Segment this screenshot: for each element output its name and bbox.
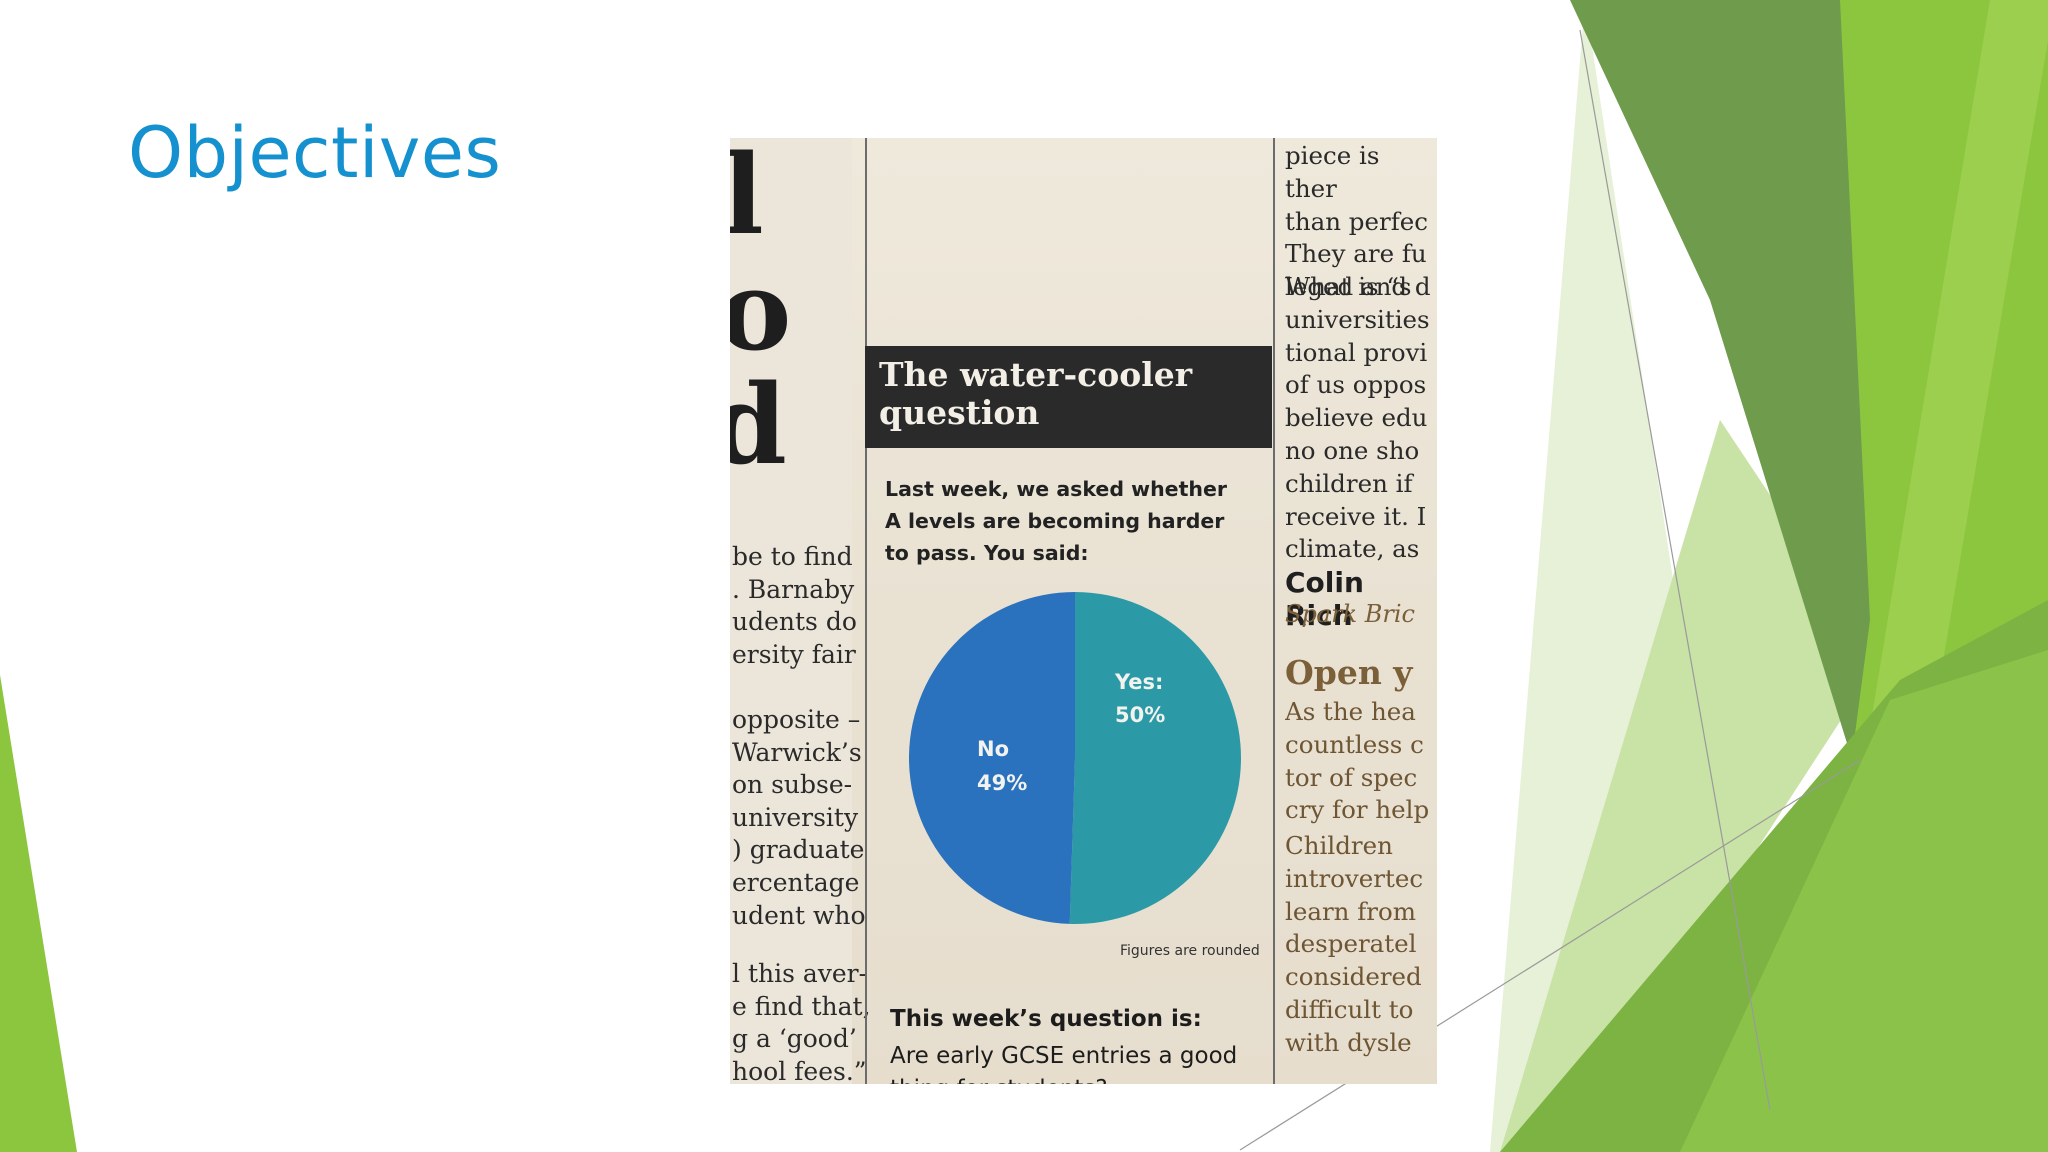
text-line: piece is ther xyxy=(1285,141,1380,203)
text-line: be to find xyxy=(732,542,853,571)
letter-place: Spark Bric xyxy=(1285,600,1415,628)
left-green-wedge xyxy=(0,675,77,1152)
text-line: ersity fair xyxy=(732,639,856,669)
column-rule-right xyxy=(1273,138,1275,1084)
text-line: opposite – xyxy=(732,705,861,734)
intro-line-1: Last week, we asked whether xyxy=(885,477,1227,501)
text-line: ercentage xyxy=(732,867,860,897)
text-line: countless c xyxy=(1285,729,1424,759)
thin-line-1 xyxy=(1579,29,1771,1111)
left-paragraph-1: be to find . Barnaby udents do ersity fa… xyxy=(732,541,857,671)
text-line: tor of spec xyxy=(1285,762,1418,792)
text-line: difficult to xyxy=(1285,994,1414,1024)
water-cooler-banner: The water-cooler question xyxy=(865,346,1272,448)
text-line: Warwick’s xyxy=(732,737,862,767)
text-line: on subse- xyxy=(732,770,853,800)
text-line: leged and d xyxy=(1285,272,1431,302)
text-line: with dysle xyxy=(1285,1027,1412,1057)
newspaper-photo: l o d be to find . Barnaby udents do ers… xyxy=(730,138,1437,1084)
intro-line-3: to pass. You said: xyxy=(885,541,1089,565)
text-line: e find that, xyxy=(732,991,871,1021)
text-line: g a ‘good’ xyxy=(732,1024,857,1054)
right-light-wedge xyxy=(1500,420,1880,1152)
text-line: ) graduate xyxy=(732,835,865,865)
right-paragraph-2: What is “s universities tional provi of … xyxy=(1285,271,1430,566)
thin-line-2 xyxy=(1239,759,1861,1151)
text-line: udent who xyxy=(732,900,866,930)
next-question-heading: This week’s question is: xyxy=(890,1006,1202,1032)
next-question-line-2: thing for students? xyxy=(890,1073,1237,1084)
letter-author: Colin Rich xyxy=(1285,566,1364,632)
pie-value-yes: 50% xyxy=(1115,703,1165,727)
next-question-text: Are early GCSE entries a good thing for … xyxy=(890,1040,1237,1084)
banner-line-1: The water-cooler xyxy=(879,355,1193,394)
text-line: What is “s xyxy=(1285,272,1412,301)
text-line: no one sho xyxy=(1285,435,1420,465)
pie-label-yes: Yes: xyxy=(1114,670,1163,694)
text-line: hool fees.” xyxy=(732,1056,867,1084)
pie-label-no: No xyxy=(977,737,1009,761)
text-line: cry for help xyxy=(1285,795,1430,825)
big-letter-3: d xyxy=(730,360,787,489)
left-article-column: l o d be to find . Barnaby udents do ers… xyxy=(730,138,871,1084)
text-line: considered xyxy=(1285,962,1422,992)
right-paragraph-3: As the hea countless c tor of spec cry f… xyxy=(1285,696,1429,827)
text-line: believe edu xyxy=(1285,403,1428,433)
slide-title: Objectives xyxy=(128,112,502,194)
right-darkgreen-shape xyxy=(1570,0,1890,850)
text-line: As the hea xyxy=(1285,697,1416,726)
right-paragraph-1: piece is ther than perfec They are fu le… xyxy=(1285,140,1437,304)
poll-intro: Last week, we asked whether A levels are… xyxy=(885,473,1227,569)
text-line: than perfec xyxy=(1285,206,1428,236)
column-rule-left xyxy=(865,138,867,1084)
text-line: children if xyxy=(1285,468,1413,498)
pie-slice-no xyxy=(909,592,1075,924)
text-line: introvertec xyxy=(1285,863,1424,893)
text-line: l this aver- xyxy=(732,959,868,988)
text-line: desperatel xyxy=(1285,929,1417,959)
left-paragraph-2: opposite – Warwick’s on subse- universit… xyxy=(732,704,866,932)
text-line: udents do xyxy=(732,607,857,637)
banner-line-2: question xyxy=(879,393,1040,432)
poll-pie-chart: Yes: 50% No 49% xyxy=(909,592,1242,925)
text-line: Children xyxy=(1285,831,1393,860)
pie-value-no: 49% xyxy=(977,771,1027,795)
pie-slice-yes xyxy=(1069,592,1242,925)
text-line: universities xyxy=(1285,304,1430,334)
text-line: of us oppos xyxy=(1285,370,1427,400)
big-letter-2: o xyxy=(730,246,792,375)
big-letter-1: l xyxy=(730,138,764,259)
text-line: They are fu xyxy=(1285,239,1427,269)
right-paragraph-4: Children introvertec learn from desperat… xyxy=(1285,830,1423,1060)
right-bright-wedge xyxy=(1680,650,2048,1152)
left-paragraph-3: l this aver- e find that, g a ‘good’ hoo… xyxy=(732,958,871,1084)
text-line: learn from xyxy=(1285,896,1416,926)
letter-subheading: Open y xyxy=(1285,653,1413,692)
next-question-line-1: Are early GCSE entries a good xyxy=(890,1043,1238,1069)
text-line: receive it. I xyxy=(1285,501,1427,531)
text-line: university xyxy=(732,802,859,832)
right-article-column: piece is ther than perfec They are fu le… xyxy=(1285,138,1437,1084)
intro-line-2: A levels are becoming harder xyxy=(885,509,1225,533)
text-line: tional provi xyxy=(1285,337,1428,367)
text-line: climate, as xyxy=(1285,534,1420,564)
text-line: . Barnaby xyxy=(732,574,855,604)
figures-rounded-note: Figures are rounded xyxy=(1120,943,1260,959)
